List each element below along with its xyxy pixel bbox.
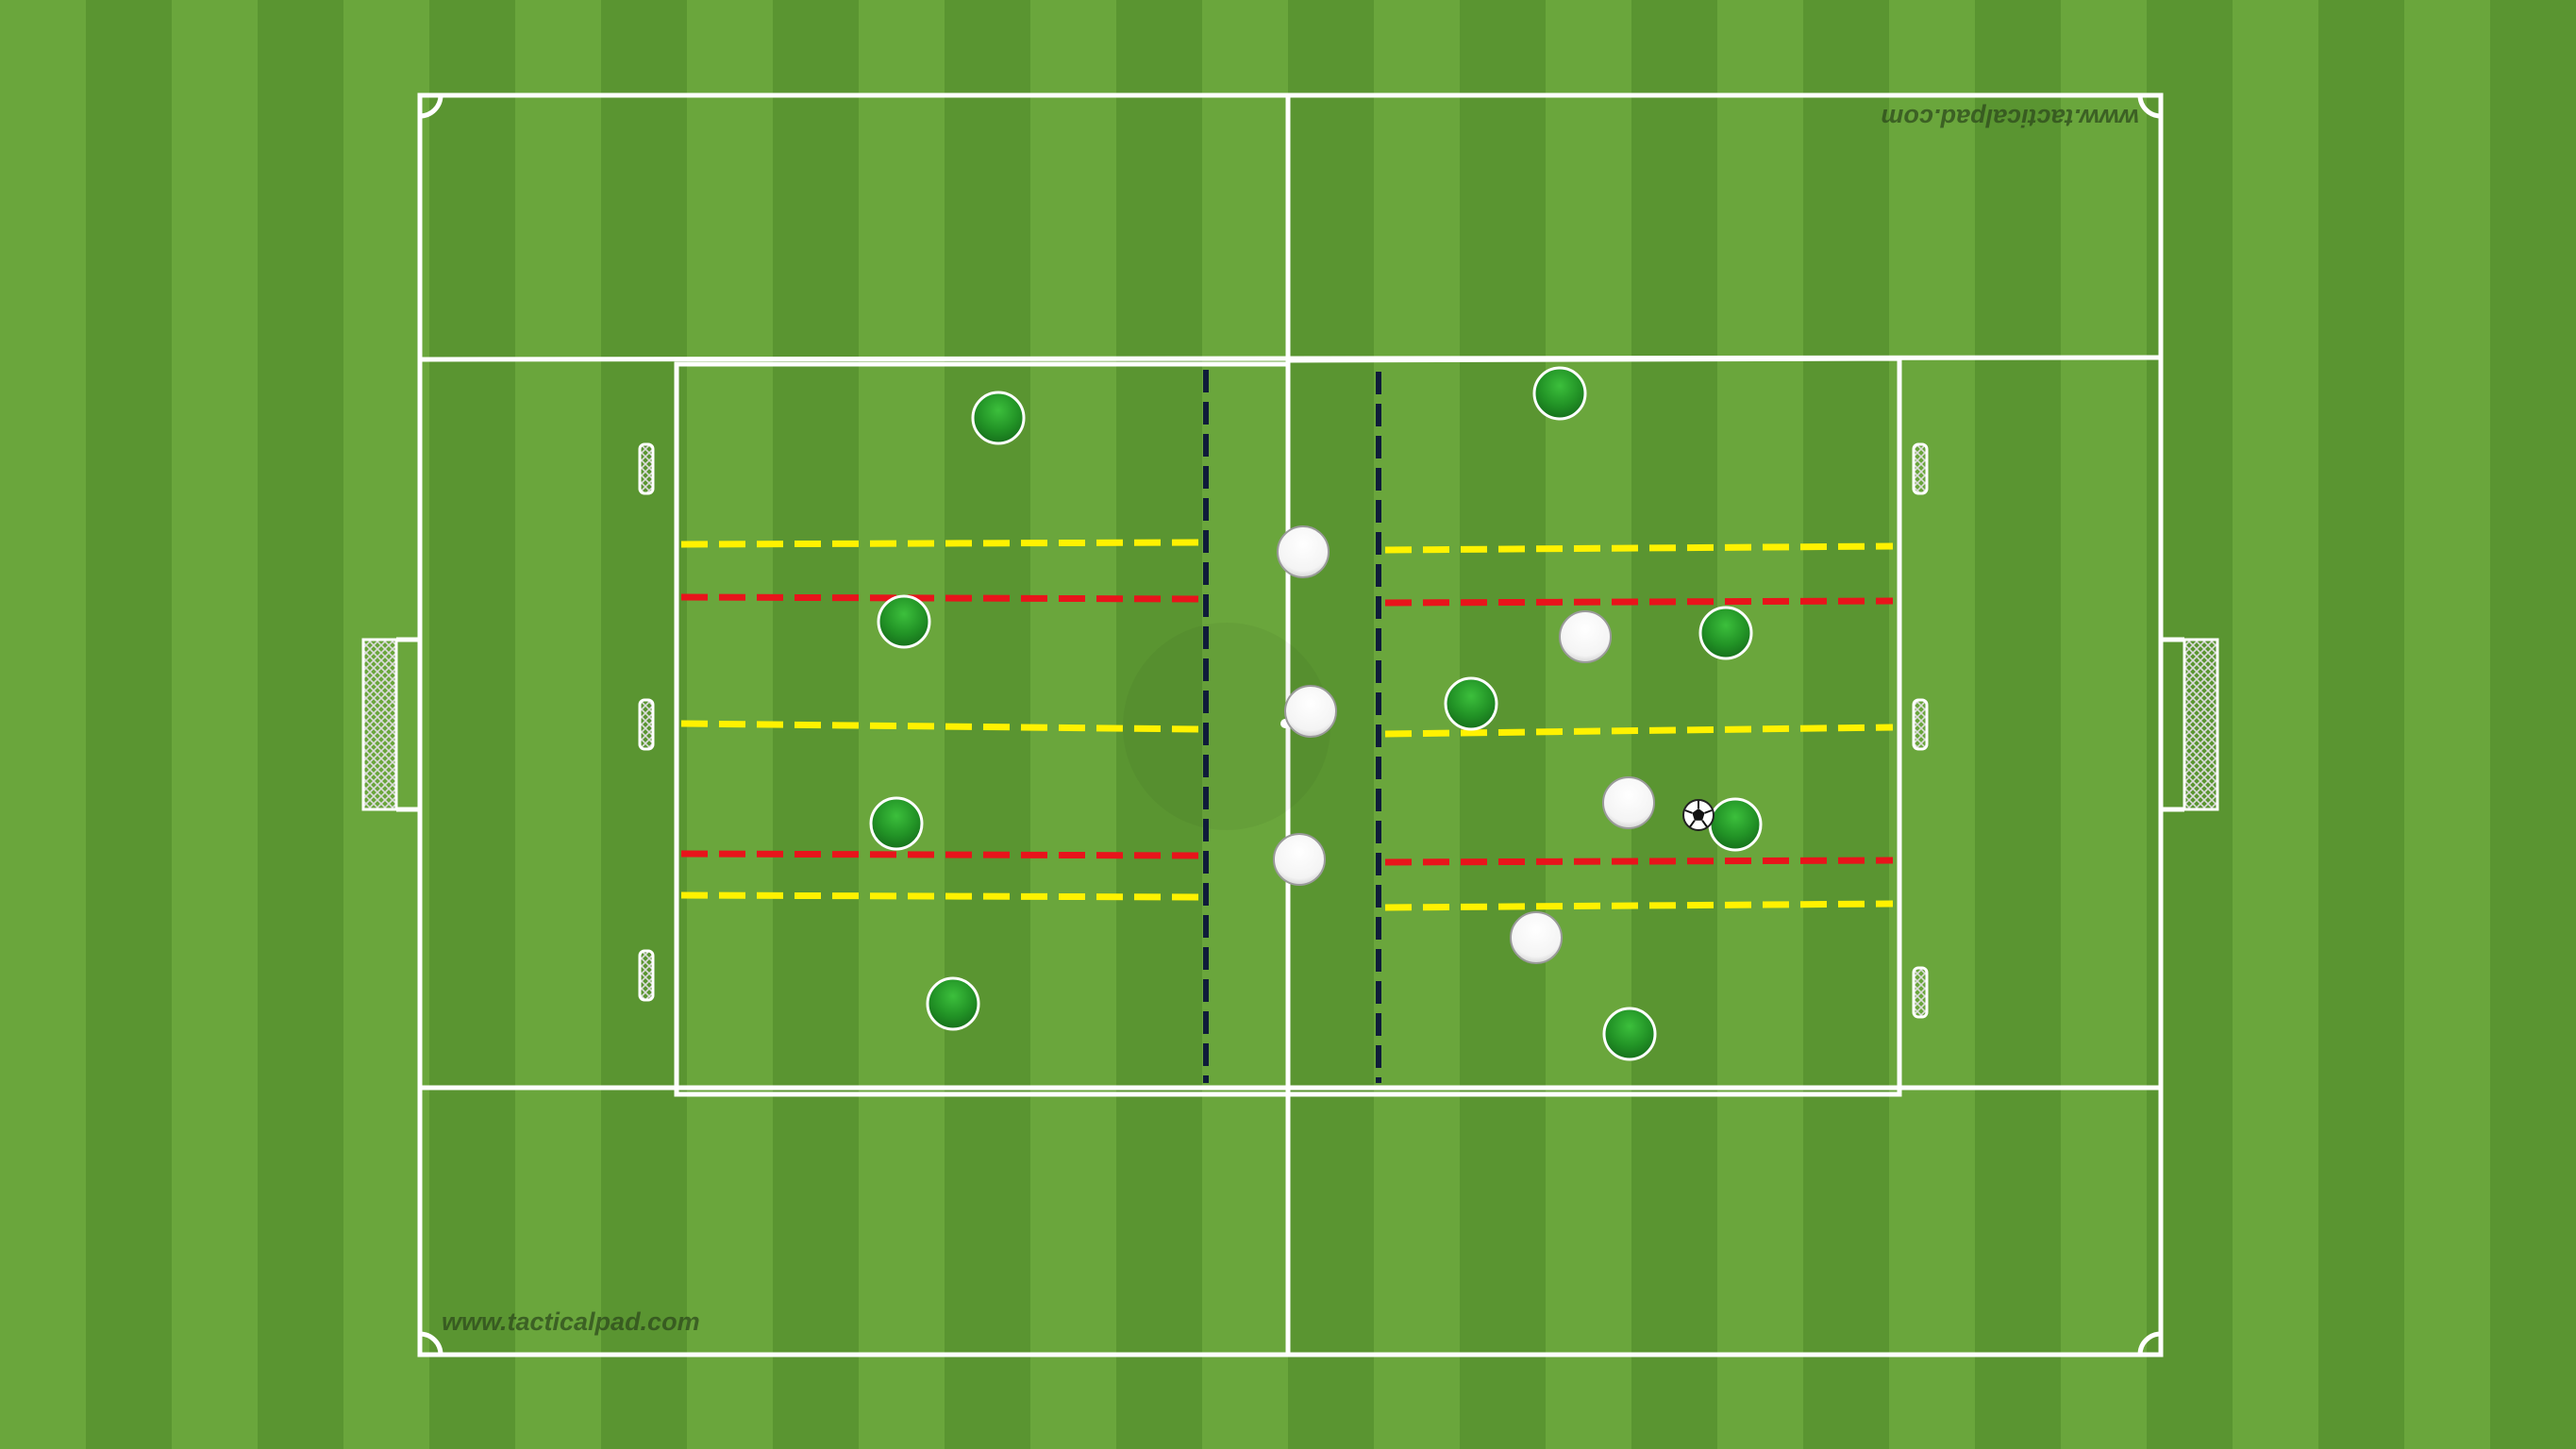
grass-stripe: [0, 0, 87, 1449]
grass-stripe: [515, 0, 602, 1449]
watermark-bottom: www.tacticalpad.com: [442, 1307, 700, 1336]
grass-stripe: [2318, 0, 2405, 1449]
big-goal-right: [2161, 637, 2219, 812]
grass-stripe: [2061, 0, 2148, 1449]
goals: [361, 442, 2219, 1019]
grass-stripe: [2404, 0, 2491, 1449]
player-green[interactable]: [1532, 366, 1587, 421]
red-dashed-line: [680, 593, 1199, 603]
grass-stripe: [2233, 0, 2319, 1449]
player-green[interactable]: [1444, 676, 1498, 731]
corner-arc-top-right: [2137, 94, 2162, 119]
mini-goal: [638, 442, 655, 495]
red-dashed-line: [1384, 597, 1894, 607]
grass-stripe: [172, 0, 259, 1449]
red-dashed-line: [680, 850, 1199, 859]
red-dashed-line: [1384, 857, 1894, 866]
big-goal-left: [361, 637, 420, 812]
player-white[interactable]: [1277, 525, 1330, 578]
mini-goal: [1912, 966, 1929, 1019]
grass-stripe: [86, 0, 173, 1449]
player-green[interactable]: [1602, 1007, 1657, 1061]
yellow-dashed-line: [680, 891, 1199, 901]
grass-stripe: [1202, 0, 1289, 1449]
player-green[interactable]: [1698, 606, 1753, 660]
grass-stripe: [258, 0, 344, 1449]
grass-stripe: [2490, 0, 2576, 1449]
grass-stripe: [429, 0, 516, 1449]
grass-stripe: [1717, 0, 1804, 1449]
mini-goal: [638, 698, 655, 751]
grass-stripe: [1374, 0, 1461, 1449]
center-emblem: [1123, 623, 1330, 830]
grass-stripe: [1116, 0, 1203, 1449]
corner-arc-bottom-left: [419, 1331, 443, 1356]
grass-stripe: [1889, 0, 1976, 1449]
mini-goals: [638, 442, 1929, 1019]
player-white[interactable]: [1602, 776, 1655, 829]
yellow-dashed-line: [1384, 900, 1894, 911]
yellow-dashed-line: [1384, 724, 1894, 738]
player-white[interactable]: [1510, 911, 1563, 964]
player-green[interactable]: [926, 976, 980, 1031]
grass-stripe: [1975, 0, 2062, 1449]
grass-stripe: [1546, 0, 1632, 1449]
player-green[interactable]: [869, 796, 924, 851]
corner-arc-top-left: [419, 94, 443, 119]
mini-goal: [1912, 698, 1929, 751]
player-white[interactable]: [1284, 685, 1337, 738]
mini-goal: [1912, 442, 1929, 495]
yellow-dashed-line: [680, 720, 1199, 733]
player-white[interactable]: [1559, 610, 1612, 663]
player-white[interactable]: [1273, 833, 1326, 886]
watermark-top: www.tacticalpad.com: [1881, 104, 2139, 132]
left-zone-box: [674, 361, 1288, 1097]
dashed-zone-lines: [680, 370, 1894, 1083]
grass-stripe: [1631, 0, 1718, 1449]
players: [869, 366, 1763, 1061]
soccer-ball-icon[interactable]: [1682, 799, 1715, 831]
player-green[interactable]: [971, 391, 1026, 445]
corner-arc-bottom-right: [2137, 1331, 2162, 1356]
player-green[interactable]: [877, 594, 931, 649]
mini-goal: [638, 949, 655, 1002]
grass-stripe: [1803, 0, 1890, 1449]
player-green[interactable]: [1708, 797, 1763, 852]
right-zone-box: [1287, 356, 1902, 1097]
yellow-dashed-line: [1384, 542, 1894, 554]
yellow-dashed-line: [680, 539, 1199, 548]
